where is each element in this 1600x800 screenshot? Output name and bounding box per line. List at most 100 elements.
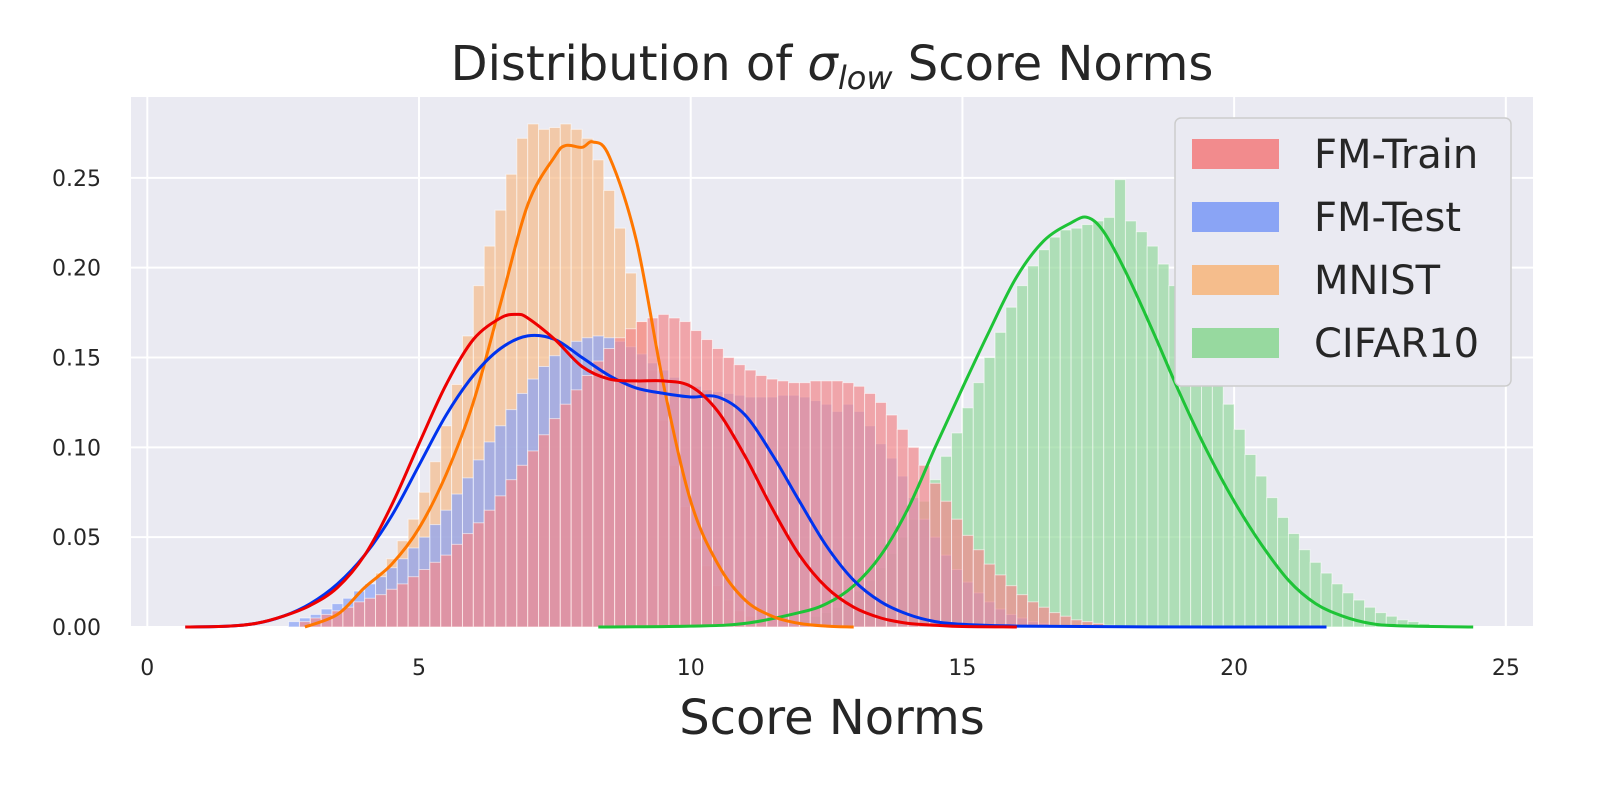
kde-line-mnist xyxy=(304,140,854,629)
legend: FM-Train FM-Test MNIST CIFAR10 xyxy=(1174,117,1512,387)
legend-box xyxy=(1174,117,1512,387)
bar-cifar10-50 xyxy=(1342,592,1355,628)
y-tick-label-3: 0.15 xyxy=(52,347,101,372)
bar-cifar10-41 xyxy=(1244,454,1257,628)
y-tick-label-0: 0.00 xyxy=(52,616,101,641)
legend-items: FM-Train FM-Test MNIST CIFAR10 xyxy=(1192,132,1479,367)
bar-fm-train-12 xyxy=(429,561,442,628)
bar-fm-test-0 xyxy=(288,621,300,628)
bar-cifar10-33 xyxy=(1157,263,1170,628)
bar-fm-train-53 xyxy=(874,401,887,628)
bar-fm-train-6 xyxy=(364,597,377,628)
x-tick-label-1: 5 xyxy=(412,656,426,681)
legend-label-fm-train: FM-Train xyxy=(1314,132,1478,178)
bar-fm-train-49 xyxy=(831,380,844,628)
histogram-bars xyxy=(288,123,1431,628)
bar-fm-train-24 xyxy=(559,403,572,628)
bar-fm-train-63 xyxy=(983,563,996,628)
y-tick-label-4: 0.20 xyxy=(52,257,101,282)
legend-swatch-fm-train xyxy=(1192,139,1279,169)
bar-fm-train-42 xyxy=(755,374,768,628)
bar-fm-train-45 xyxy=(788,382,800,628)
bar-fm-train-68 xyxy=(1037,606,1050,628)
kde-lines xyxy=(185,140,1474,629)
bar-cifar10-49 xyxy=(1331,583,1344,628)
bar-fm-train-21 xyxy=(527,450,540,628)
bar-fm-train-34 xyxy=(668,317,681,628)
legend-swatch-cifar10 xyxy=(1192,328,1279,358)
x-tick-label-3: 15 xyxy=(948,656,976,681)
bar-cifar10-39 xyxy=(1222,403,1235,628)
bar-fm-train-5 xyxy=(353,601,366,628)
bar-fm-train-56 xyxy=(907,446,920,628)
y-tick-label-1: 0.05 xyxy=(52,526,101,551)
bar-cifar10-19 xyxy=(1005,306,1018,628)
bar-fm-train-11 xyxy=(418,569,431,628)
chart-title-prefix: Distribution of xyxy=(451,36,808,92)
bars-fm-train xyxy=(298,313,1116,628)
bar-fm-train-37 xyxy=(701,339,713,628)
bar-fm-train-67 xyxy=(1027,601,1039,628)
bar-fm-train-17 xyxy=(483,509,496,628)
bar-fm-train-23 xyxy=(548,418,561,628)
bar-fm-train-35 xyxy=(679,321,692,628)
bar-fm-train-30 xyxy=(625,328,637,628)
bar-fm-train-60 xyxy=(951,518,963,628)
bar-fm-train-64 xyxy=(994,574,1007,628)
bar-fm-train-51 xyxy=(853,385,866,628)
bar-cifar10-25 xyxy=(1070,227,1083,628)
bar-fm-train-32 xyxy=(646,317,659,628)
bar-fm-train-20 xyxy=(516,464,529,628)
legend-swatch-fm-test xyxy=(1192,202,1279,232)
bar-cifar10-31 xyxy=(1135,231,1148,628)
bar-cifar10-38 xyxy=(1211,378,1224,628)
bar-cifar10-21 xyxy=(1027,265,1039,628)
bar-cifar10-27 xyxy=(1092,220,1105,628)
bar-fm-train-10 xyxy=(407,576,420,628)
chart-title: Distribution of σlow Score Norms xyxy=(451,36,1214,97)
x-tick-label-4: 20 xyxy=(1220,656,1248,681)
bar-fm-train-31 xyxy=(635,321,648,628)
bar-fm-train-57 xyxy=(918,464,931,628)
bar-fm-train-59 xyxy=(940,500,953,628)
bar-cifar10-29 xyxy=(1114,179,1126,628)
bar-fm-train-62 xyxy=(972,549,985,628)
bar-fm-train-47 xyxy=(809,380,822,628)
bar-fm-train-36 xyxy=(690,330,703,628)
bar-fm-train-66 xyxy=(1016,594,1029,628)
bar-cifar10-32 xyxy=(1146,245,1159,628)
x-tick-label-5: 25 xyxy=(1492,656,1520,681)
bar-fm-train-16 xyxy=(472,522,485,628)
bar-fm-train-8 xyxy=(385,588,398,628)
bar-fm-train-61 xyxy=(961,534,974,628)
bar-cifar10-23 xyxy=(1048,236,1061,628)
bar-cifar10-20 xyxy=(1016,285,1029,628)
x-axis-title: Score Norms xyxy=(679,690,985,746)
bar-cifar10-24 xyxy=(1059,229,1072,628)
bar-fm-train-7 xyxy=(375,594,387,628)
bar-fm-train-18 xyxy=(494,495,507,628)
x-axis-ticks: 0 5 10 15 20 25 xyxy=(140,656,1520,681)
bar-cifar10-48 xyxy=(1320,572,1333,628)
chart-title-subscript: low xyxy=(838,59,893,97)
bar-fm-train-44 xyxy=(777,380,790,628)
bar-fm-train-58 xyxy=(929,482,942,628)
chart-title-symbol: σ xyxy=(807,36,839,92)
y-tick-label-2: 0.10 xyxy=(52,436,101,461)
bar-fm-train-40 xyxy=(733,364,746,628)
bar-fm-train-13 xyxy=(440,554,453,628)
bar-cifar10-37 xyxy=(1201,353,1213,628)
bar-fm-train-27 xyxy=(592,360,605,628)
bar-fm-train-38 xyxy=(711,348,724,628)
bar-fm-train-54 xyxy=(885,414,898,628)
bar-fm-train-28 xyxy=(603,348,616,628)
legend-label-fm-test: FM-Test xyxy=(1314,195,1461,241)
x-tick-label-2: 10 xyxy=(677,656,705,681)
legend-label-mnist: MNIST xyxy=(1314,258,1441,304)
bar-fm-train-65 xyxy=(1005,585,1018,628)
bar-fm-train-19 xyxy=(505,479,518,628)
y-tick-label-5: 0.25 xyxy=(52,167,101,192)
bar-cifar10-46 xyxy=(1298,549,1311,628)
legend-swatch-mnist xyxy=(1192,265,1279,295)
